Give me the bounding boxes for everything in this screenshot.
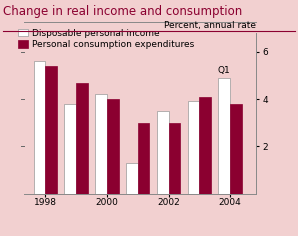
Text: Percent, annual rate: Percent, annual rate — [164, 21, 256, 30]
Bar — [218, 78, 230, 194]
Text: Change in real income and consumption: Change in real income and consumption — [3, 5, 242, 18]
Bar — [230, 104, 242, 194]
Bar — [76, 83, 88, 194]
Text: Q1: Q1 — [218, 66, 231, 75]
Bar — [45, 66, 57, 194]
Bar — [95, 94, 107, 194]
Bar — [34, 61, 45, 194]
Bar — [64, 104, 76, 194]
Bar — [138, 123, 150, 194]
Bar — [188, 101, 199, 194]
Bar — [157, 111, 169, 194]
Bar — [169, 123, 180, 194]
Bar — [126, 163, 138, 194]
Legend: Disposable personal income, Personal consumption expenditures: Disposable personal income, Personal con… — [17, 28, 195, 50]
Bar — [199, 97, 211, 194]
Bar — [107, 99, 119, 194]
